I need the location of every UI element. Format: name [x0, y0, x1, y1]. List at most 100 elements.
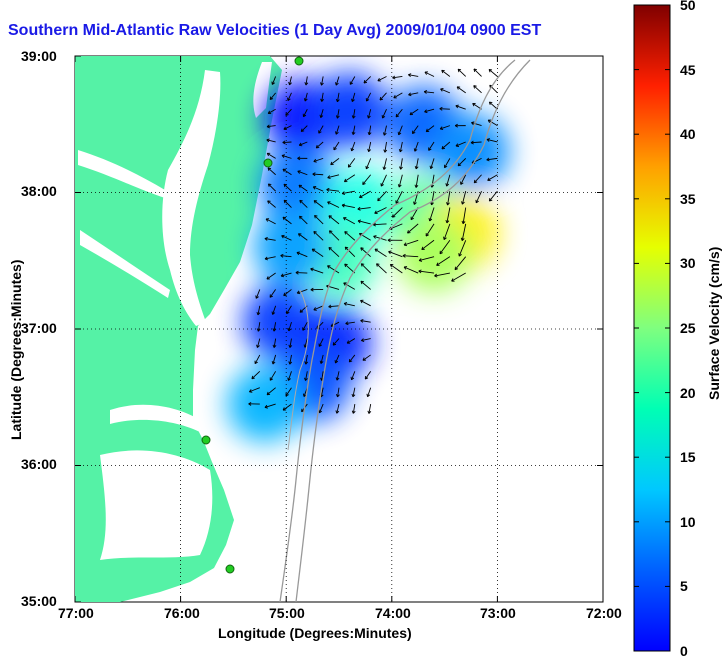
velocity-arrow-head: [299, 215, 303, 220]
velocity-arrow: [320, 387, 324, 398]
velocity-arrow: [348, 354, 356, 363]
velocity-arrow: [349, 76, 356, 85]
velocity-arrow: [395, 190, 403, 204]
velocity-arrow: [285, 108, 292, 116]
velocity-arrow: [376, 263, 387, 274]
velocity-arrow: [399, 141, 403, 153]
velocity-arrow: [318, 125, 324, 134]
velocity-arrow-head: [341, 203, 346, 208]
velocity-arrow-head: [313, 158, 317, 163]
velocity-arrow-head: [407, 230, 411, 234]
colorbar: [633, 4, 671, 652]
velocity-arrow: [296, 252, 308, 258]
velocity-arrow-head: [461, 201, 465, 205]
velocity-arrow-head: [487, 177, 491, 181]
velocity-arrow: [344, 231, 356, 241]
colorbar-tick-label: 45: [680, 62, 696, 78]
velocity-arrow-head: [282, 407, 287, 411]
velocity-arrow-head: [326, 187, 330, 192]
velocity-arrow-head: [320, 98, 324, 102]
velocity-arrow: [254, 354, 261, 364]
velocity-arrow-head: [334, 359, 339, 364]
velocity-arrow-head: [343, 282, 347, 286]
velocity-arrow-head: [351, 393, 356, 398]
velocity-arrow: [400, 158, 403, 170]
velocity-arrow: [403, 266, 419, 274]
sound-albemarle: [110, 404, 200, 432]
velocity-arrow: [360, 280, 371, 290]
velocity-arrow: [392, 76, 403, 79]
velocity-arrow: [460, 174, 467, 185]
station-markers: [201, 56, 304, 574]
velocity-arrow: [362, 174, 372, 185]
velocity-arrow-head: [359, 194, 363, 199]
velocity-arrow-head: [403, 242, 408, 247]
velocity-arrow: [444, 158, 451, 168]
velocity-arrow: [328, 247, 340, 257]
bathymetry-contour: [279, 59, 516, 602]
velocity-arrow-head: [367, 131, 372, 136]
bathymetry-contour-inner: [287, 289, 309, 451]
velocity-arrow: [379, 92, 387, 101]
velocity-arrow: [359, 233, 371, 241]
velocity-arrow: [361, 338, 371, 342]
velocity-arrow-head: [397, 184, 402, 188]
velocity-arrow: [414, 141, 419, 152]
velocity-arrow-head: [399, 166, 403, 170]
velocity-arrow: [257, 322, 261, 332]
velocity-arrow: [321, 371, 324, 381]
velocity-arrow-head: [287, 327, 292, 332]
velocity-arrow: [360, 263, 371, 274]
velocity-arrow: [336, 109, 340, 119]
velocity-arrow-head: [312, 186, 317, 190]
velocity-arrow: [383, 125, 387, 136]
velocity-arrow-head: [248, 401, 252, 406]
velocity-arrow-head: [350, 147, 355, 152]
velocity-arrow: [462, 207, 467, 224]
velocity-arrow-head: [434, 273, 438, 278]
velocity-arrow-head: [269, 294, 274, 298]
velocity-arrow-head: [251, 375, 255, 380]
velocity-arrow-head: [299, 309, 304, 313]
velocity-arrow: [327, 265, 340, 274]
velocity-arrow-head: [446, 202, 450, 206]
velocity-arrow: [373, 223, 387, 226]
velocity-arrow: [297, 170, 308, 176]
velocity-arrow: [475, 190, 482, 204]
velocity-arrow: [374, 248, 387, 258]
velocity-arrow-head: [271, 311, 276, 315]
velocity-arrow-head: [393, 94, 397, 99]
velocity-arrow-head: [360, 247, 364, 251]
velocity-arrow: [357, 220, 371, 225]
velocity-arrow: [304, 92, 308, 102]
velocity-arrow-head: [335, 131, 339, 135]
velocity-arrow: [456, 86, 466, 94]
velocity-arrow-head: [443, 236, 447, 240]
velocity-arrow: [436, 256, 451, 266]
station-marker: [294, 56, 304, 66]
velocity-arrow-head: [440, 88, 444, 92]
velocity-arrow-head: [264, 236, 268, 241]
velocity-arrow: [266, 139, 276, 143]
velocity-cell: [396, 215, 473, 292]
velocity-arrow-head: [367, 115, 371, 119]
velocity-arrow-head: [287, 97, 291, 101]
velocity-arrow: [281, 235, 292, 241]
velocity-arrow-head: [473, 85, 477, 89]
velocity-arrow: [447, 191, 451, 206]
velocity-arrow: [269, 289, 277, 298]
velocity-arrow-head: [328, 246, 332, 251]
velocity-arrow: [408, 74, 419, 77]
velocity-arrow-head: [313, 200, 318, 204]
velocity-arrow: [473, 85, 482, 94]
velocity-arrow-head: [344, 246, 349, 251]
velocity-arrow: [321, 92, 324, 102]
velocity-arrow: [351, 141, 356, 152]
velocity-arrow: [267, 200, 276, 208]
velocity-arrow: [328, 305, 340, 308]
velocity-arrow: [457, 68, 467, 77]
colorbar-tick-label: 15: [680, 449, 696, 465]
velocity-arrow-head: [410, 216, 414, 221]
colorbar-tick-label: 20: [680, 385, 696, 401]
velocity-arrow-head: [283, 126, 287, 131]
